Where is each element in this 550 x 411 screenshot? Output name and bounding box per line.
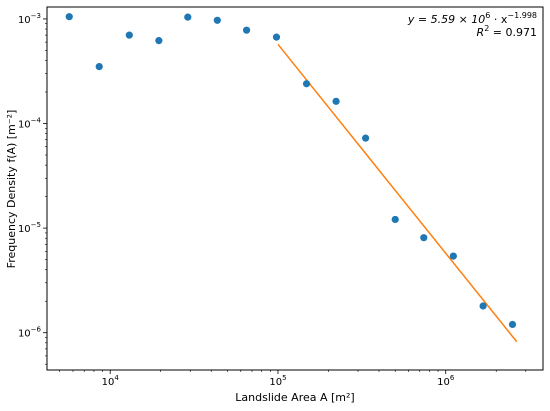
y-axis-label: Frequency Density f(A) [m⁻²] — [5, 110, 18, 269]
data-point — [213, 16, 221, 24]
data-point — [449, 252, 457, 260]
data-point — [391, 215, 399, 224]
data-point — [362, 134, 370, 142]
data-point — [155, 37, 163, 45]
y-tick-label: 10−3 — [18, 12, 41, 26]
tick-layer: 104 105 106 10−6 10−5 10−4 10−3 — [18, 12, 527, 388]
y-tick-label: 10−6 — [18, 326, 42, 340]
fit-line — [277, 43, 518, 343]
y-tick-label: 10−4 — [18, 117, 42, 131]
data-point — [125, 31, 133, 39]
x-tick-label: 106 — [437, 374, 455, 388]
data-point — [479, 302, 487, 310]
fit-equation: y = 5.59 × 106 · x−1.998 — [407, 11, 537, 26]
r-squared: R2 = 0.971 — [477, 24, 537, 39]
points-layer — [65, 13, 517, 329]
x-tick-label: 104 — [102, 374, 120, 388]
data-point — [65, 13, 73, 21]
data-point — [332, 97, 340, 105]
plot-area: 104 105 106 10−6 10−5 10−4 10−3 — [18, 6, 544, 388]
x-tick-label: 105 — [269, 374, 286, 388]
plot-frame — [46, 6, 544, 371]
data-point — [242, 26, 251, 34]
data-point — [184, 13, 192, 21]
data-point — [95, 63, 103, 71]
data-point — [272, 33, 281, 41]
y-tick-label: 10−5 — [18, 221, 41, 235]
data-point — [508, 320, 517, 329]
x-axis-label: Landslide Area A [m²] — [235, 391, 354, 404]
data-point — [302, 80, 311, 88]
data-point — [420, 234, 428, 242]
